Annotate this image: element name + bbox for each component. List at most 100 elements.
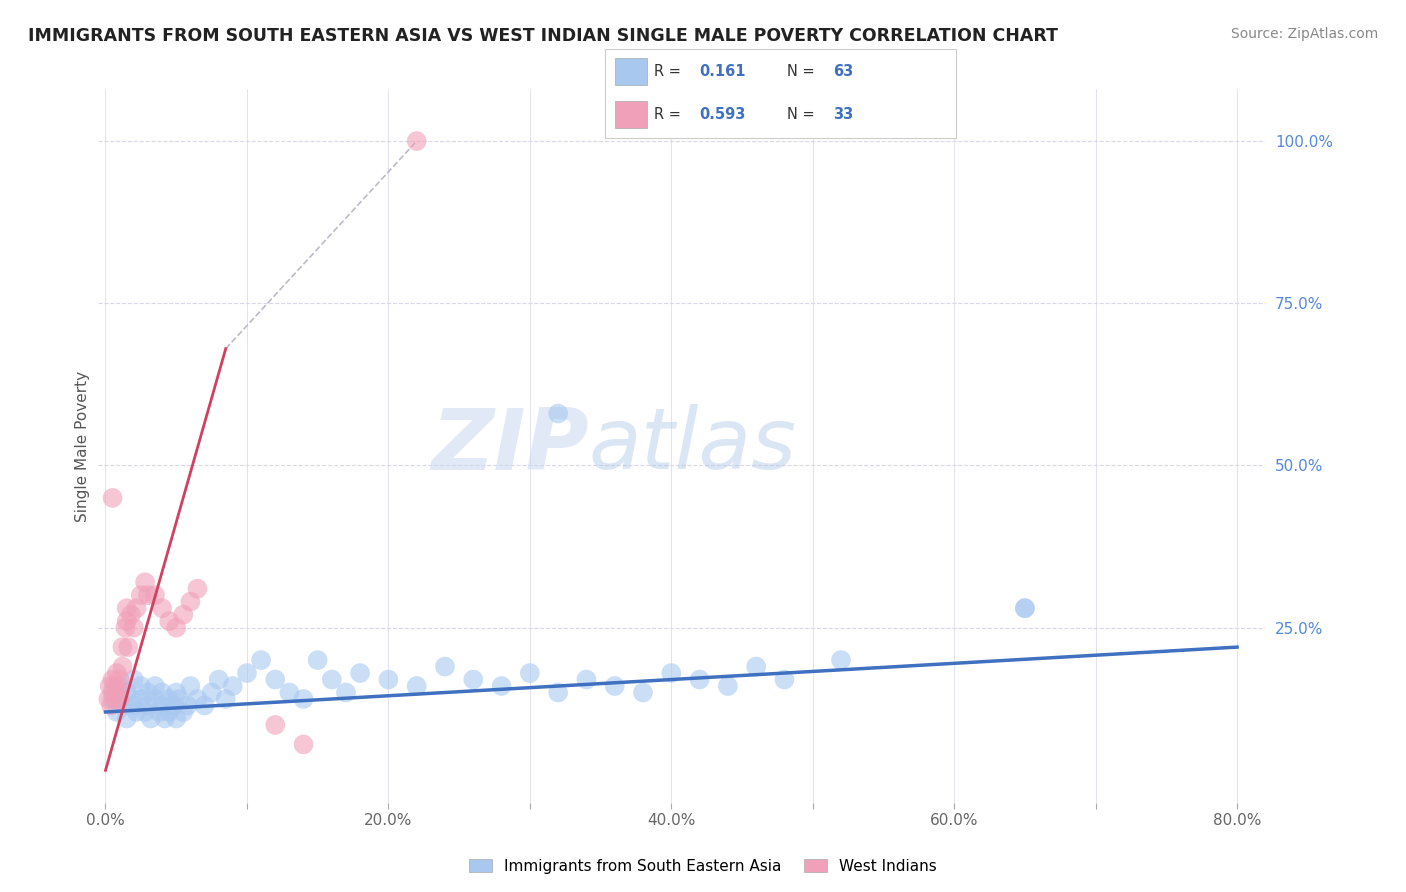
Text: N =: N =	[787, 64, 820, 79]
Point	[111, 698, 134, 713]
Point	[405, 134, 427, 148]
Text: 33: 33	[832, 107, 853, 122]
Point	[689, 673, 711, 687]
Point	[179, 679, 201, 693]
Point	[122, 698, 145, 713]
Point	[105, 666, 128, 681]
Point	[97, 692, 120, 706]
Point	[208, 673, 231, 687]
Point	[1014, 601, 1036, 615]
Point	[150, 685, 173, 699]
Point	[193, 698, 215, 713]
Point	[129, 588, 152, 602]
Text: R =: R =	[654, 64, 685, 79]
Point	[264, 718, 287, 732]
Point	[717, 679, 740, 693]
Point	[264, 673, 287, 687]
Point	[377, 673, 399, 687]
Point	[134, 575, 156, 590]
Text: N =: N =	[787, 107, 820, 122]
Point	[98, 679, 121, 693]
Point	[547, 685, 569, 699]
Point	[108, 692, 131, 706]
Point	[122, 673, 145, 687]
Point	[129, 692, 152, 706]
Point	[125, 601, 148, 615]
Point	[172, 607, 194, 622]
Point	[186, 692, 208, 706]
Point	[162, 698, 184, 713]
Point	[250, 653, 273, 667]
Point	[105, 705, 128, 719]
Point	[575, 673, 598, 687]
Point	[108, 673, 131, 687]
Point	[105, 679, 128, 693]
Point	[659, 666, 682, 681]
Point	[292, 738, 315, 752]
Point	[117, 640, 139, 654]
Point	[148, 705, 170, 719]
Point	[150, 698, 173, 713]
Point	[143, 679, 166, 693]
Bar	[616, 101, 647, 128]
Point	[101, 685, 124, 699]
Point	[292, 692, 315, 706]
Point	[115, 711, 138, 725]
Point	[321, 673, 343, 687]
Point	[433, 659, 456, 673]
Point	[114, 621, 136, 635]
Point	[136, 685, 159, 699]
Point	[101, 692, 124, 706]
Y-axis label: Single Male Poverty: Single Male Poverty	[75, 370, 90, 522]
Point	[107, 685, 129, 699]
Point	[120, 692, 142, 706]
Point	[100, 698, 122, 713]
Point	[405, 679, 427, 693]
Point	[200, 685, 222, 699]
Text: atlas: atlas	[589, 404, 797, 488]
Point	[108, 679, 131, 693]
Point	[101, 673, 124, 687]
Point	[153, 711, 176, 725]
Point	[236, 666, 259, 681]
Point	[115, 685, 138, 699]
Point	[307, 653, 329, 667]
Point	[136, 698, 159, 713]
Point	[125, 705, 148, 719]
Text: ZIP: ZIP	[430, 404, 589, 488]
Point	[111, 640, 134, 654]
Point	[139, 711, 162, 725]
Point	[745, 659, 768, 673]
Point	[129, 679, 152, 693]
Point	[349, 666, 371, 681]
Point	[631, 685, 654, 699]
Point	[143, 588, 166, 602]
Point	[172, 705, 194, 719]
Point	[143, 692, 166, 706]
Point	[1014, 601, 1036, 615]
Point	[122, 621, 145, 635]
Point	[547, 407, 569, 421]
Point	[157, 705, 180, 719]
Point	[463, 673, 485, 687]
Point	[186, 582, 208, 596]
Point	[215, 692, 238, 706]
Text: 0.593: 0.593	[700, 107, 745, 122]
Point	[115, 614, 138, 628]
Point	[165, 711, 187, 725]
Point	[136, 588, 159, 602]
Legend: Immigrants from South Eastern Asia, West Indians: Immigrants from South Eastern Asia, West…	[463, 853, 943, 880]
Point	[150, 601, 173, 615]
Point	[278, 685, 301, 699]
Text: R =: R =	[654, 107, 685, 122]
Point	[491, 679, 513, 693]
Point	[335, 685, 357, 699]
Point	[603, 679, 626, 693]
Point	[222, 679, 245, 693]
Point	[157, 692, 180, 706]
Point	[157, 614, 180, 628]
Point	[519, 666, 541, 681]
Text: 0.161: 0.161	[700, 64, 747, 79]
Text: Source: ZipAtlas.com: Source: ZipAtlas.com	[1230, 27, 1378, 41]
Point	[101, 491, 124, 505]
